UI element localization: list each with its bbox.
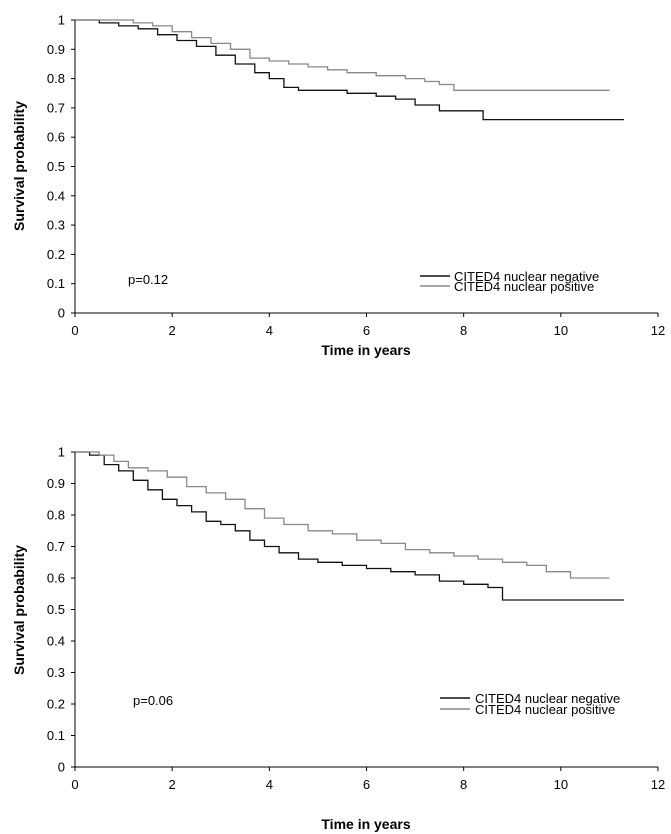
series-group	[75, 451, 624, 601]
y-tick-label: 0	[58, 306, 65, 321]
y-tick-label: 0.8	[47, 508, 65, 523]
y-tick-label: 0.2	[47, 247, 65, 262]
x-tick-label: 10	[554, 323, 568, 338]
legend: CITED4 nuclear negative CITED4 nuclear p…	[440, 691, 620, 717]
y-tick-label: 0.5	[47, 159, 65, 174]
y-tick-label: 0.1	[47, 276, 65, 291]
y-tick-group: 0 0.1 0.2 0.3 0.4 0.5 0.6 0.7 0.8 0.9 1	[47, 13, 75, 321]
y-tick-label: 0.5	[47, 602, 65, 617]
x-tick-group: 0 2 4 6 8 10 12	[71, 313, 665, 338]
x-tick-label: 12	[651, 777, 665, 792]
y-tick-label: 0.7	[47, 100, 65, 115]
series-line-positive	[75, 451, 610, 579]
x-axis-title: Time in years	[321, 342, 410, 358]
x-tick-label: 2	[169, 323, 176, 338]
x-tick-label: 6	[363, 323, 370, 338]
y-tick-label: 0.4	[47, 188, 65, 203]
y-tick-label: 0.6	[47, 130, 65, 145]
x-tick-label: 8	[460, 323, 467, 338]
y-tick-label: 0.9	[47, 42, 65, 57]
survival-chart-bottom: 00.10.20.30.40.50.60.70.80.91 0 2 4 6 8 10 12 …	[11, 445, 665, 833]
x-tick-group: 0 2 4 6 8 10 12	[71, 767, 665, 792]
y-tick-group: 0 0.1 0.2 0.3 0.4 0.5 0.6 0.7 0.8 0.9 1	[47, 445, 75, 775]
y-axis-title: Survival probability	[11, 545, 27, 675]
p-value-label: p=0.06	[133, 693, 173, 708]
p-value-label: p=0.12	[128, 272, 168, 287]
legend-label-positive: CITED4 nuclear positive	[454, 279, 594, 294]
y-tick-label: 0.9	[47, 476, 65, 491]
x-tick-label: 0	[71, 323, 78, 338]
y-tick-label: 0.1	[47, 728, 65, 743]
x-tick-label: 0	[71, 777, 78, 792]
x-tick-label: 6	[363, 777, 370, 792]
legend-label-negative: CITED4 nuclear negative	[475, 691, 620, 706]
survival-chart-top: 00.10.20.30.40.50.60.70.80.91 0 2 4 6 8 10 12 …	[11, 13, 665, 359]
x-axis-title: Time in years	[321, 816, 410, 832]
y-tick-label: 0.7	[47, 539, 65, 554]
legend: CITED4 nuclear negative CITED4 nuclear p…	[420, 269, 599, 294]
y-tick-label: 0.2	[47, 697, 65, 712]
series-group	[75, 19, 624, 121]
legend-label-positive: CITED4 nuclear positive	[475, 702, 615, 717]
legend-label-negative: CITED4 nuclear negative	[454, 269, 599, 284]
y-tick-label: 0.3	[47, 218, 65, 233]
y-tick-label: 1	[58, 445, 65, 460]
y-tick-label: 0.8	[47, 71, 65, 86]
y-tick-label: 0.6	[47, 571, 65, 586]
x-tick-label: 12	[651, 323, 665, 338]
x-tick-label: 4	[266, 323, 273, 338]
x-tick-label: 4	[266, 777, 273, 792]
x-tick-label: 10	[554, 777, 568, 792]
series-line-negative	[75, 451, 624, 601]
y-tick-label: 0.4	[47, 634, 65, 649]
series-line-negative	[75, 19, 624, 121]
y-tick-label: 1	[58, 13, 65, 28]
y-tick-label: 0	[58, 760, 65, 775]
x-tick-label: 8	[460, 777, 467, 792]
x-tick-label: 2	[169, 777, 176, 792]
series-line-positive	[75, 19, 610, 91]
y-tick-label: 0.3	[47, 665, 65, 680]
y-axis-title: Survival probability	[11, 101, 27, 231]
